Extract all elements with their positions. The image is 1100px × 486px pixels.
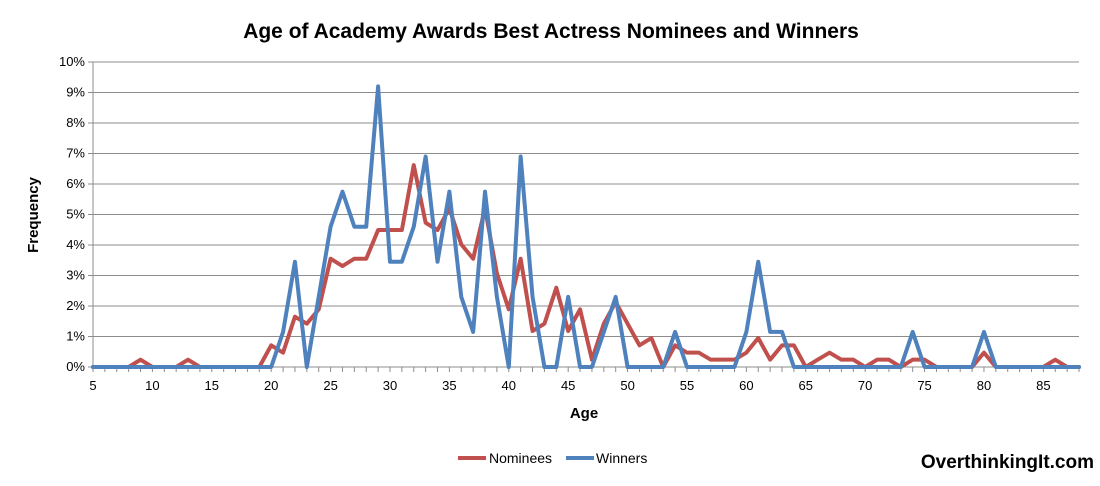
- y-tick-label: 4%: [66, 237, 85, 252]
- legend-label-nominees: Nominees: [489, 450, 552, 466]
- x-tick-label: 65: [799, 378, 813, 393]
- x-tick-label: 25: [323, 378, 337, 393]
- y-tick-label: 1%: [66, 329, 85, 344]
- gridlines: [93, 61, 1079, 337]
- x-tick-label: 55: [680, 378, 694, 393]
- x-tick-label: 20: [264, 378, 278, 393]
- x-tick-label: 35: [442, 378, 456, 393]
- x-axis-title: Age: [570, 405, 598, 422]
- y-tick-label: 3%: [66, 268, 85, 283]
- chart-title: Age of Academy Awards Best Actress Nomin…: [243, 20, 859, 43]
- x-tick-label: 10: [145, 378, 159, 393]
- x-tick-label: 50: [620, 378, 634, 393]
- x-tick-label: 75: [917, 378, 931, 393]
- y-tick-label: 5%: [66, 207, 85, 222]
- y-tick-label: 6%: [66, 176, 85, 191]
- x-tick-label: 30: [383, 378, 397, 393]
- series-line-winners: [91, 84, 1081, 369]
- x-tick-label: 5: [89, 378, 96, 393]
- x-tick-label: 45: [561, 378, 575, 393]
- y-tick-label: 7%: [66, 146, 85, 161]
- y-tick-label: 9%: [66, 85, 85, 100]
- x-tick-label: 15: [205, 378, 219, 393]
- y-tick-label: 0%: [66, 359, 85, 374]
- watermark-text: OverthinkingIt.com: [921, 452, 1094, 473]
- x-tick-label: 70: [858, 378, 872, 393]
- legend-label-winners: Winners: [596, 450, 647, 466]
- x-tick-label: 40: [502, 378, 516, 393]
- y-tick-label: 8%: [66, 115, 85, 130]
- y-tick-label: 10%: [59, 54, 85, 69]
- x-tick-label: 85: [1036, 378, 1050, 393]
- x-tick-label: 60: [739, 378, 753, 393]
- y-axis-title: Frequency: [25, 176, 42, 253]
- x-tick-label: 80: [977, 378, 991, 393]
- legend: Nominees Winners: [458, 450, 647, 466]
- series-lines: [91, 84, 1081, 369]
- axes: 0% 1% 2% 3% 4% 5% 6% 7% 8% 9% 10% 5 10 15 20 25 30 35 40 45…: [59, 54, 1080, 393]
- y-tick-label: 2%: [66, 298, 85, 313]
